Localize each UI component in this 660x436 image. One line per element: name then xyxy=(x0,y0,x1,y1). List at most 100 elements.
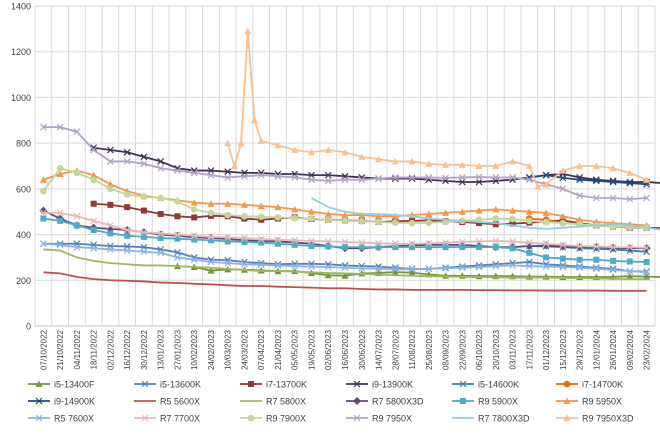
legend-label: i9-14900K xyxy=(54,397,95,407)
legend-item: R9 7900X xyxy=(240,414,306,424)
data-point xyxy=(107,202,113,208)
x-tick-label: 04/11/2022 xyxy=(73,329,82,369)
y-tick-label: 1000 xyxy=(11,93,31,103)
y-tick-label: 800 xyxy=(16,139,31,149)
legend-item: R9 7950X xyxy=(346,414,412,424)
data-point xyxy=(174,213,180,219)
data-point xyxy=(342,218,349,225)
x-tick-label: 01/12/2023 xyxy=(542,329,551,370)
x-tick-label: 02/06/2023 xyxy=(324,329,333,370)
data-point xyxy=(124,233,130,239)
legend-item: i7-14700K xyxy=(556,380,623,390)
x-tick-label: 17/11/2023 xyxy=(525,329,534,369)
x-tick-label: 09/02/2024 xyxy=(626,329,635,370)
x-tick-label: 11/08/2023 xyxy=(408,329,417,369)
x-tick-label: 19/05/2023 xyxy=(307,329,316,370)
legend-label: R5 7600X xyxy=(54,414,94,424)
legend-label: i5-13400F xyxy=(54,380,95,390)
data-point xyxy=(248,415,255,422)
series-r7-7800x3d xyxy=(311,198,660,230)
data-point xyxy=(560,220,567,227)
x-tick-label: 21/04/2023 xyxy=(274,329,283,370)
data-point xyxy=(124,204,130,210)
data-point xyxy=(409,220,416,227)
data-point xyxy=(543,219,550,226)
x-tick-label: 07/04/2023 xyxy=(257,329,266,370)
legend-label: R9 7950X xyxy=(372,414,412,424)
legend-label: R7 5800X xyxy=(266,397,306,407)
legend-item: R7 7700X xyxy=(134,414,200,424)
data-point xyxy=(577,257,583,263)
data-point xyxy=(291,215,298,222)
data-point xyxy=(241,213,248,220)
x-tick-label: 30/12/2022 xyxy=(140,329,149,370)
x-tick-label: 27/01/2023 xyxy=(173,329,182,370)
y-tick-label: 0 xyxy=(26,322,31,332)
data-point xyxy=(627,259,633,265)
data-point xyxy=(57,218,63,224)
data-point xyxy=(593,257,599,263)
x-tick-label: 24/02/2023 xyxy=(207,329,216,370)
legend-label: i7-14700K xyxy=(582,380,623,390)
legend-item: R9 7950X3D xyxy=(556,414,634,424)
x-tick-label: 18/11/2022 xyxy=(90,329,99,369)
data-point xyxy=(107,230,113,236)
x-tick-label: 25/08/2023 xyxy=(425,329,434,370)
series-r9-7950x xyxy=(40,124,649,202)
legend-item: i5-13600K xyxy=(134,380,201,390)
data-point xyxy=(251,117,258,124)
x-tick-label: 15/12/2023 xyxy=(559,329,568,370)
x-tick-label: 10/02/2023 xyxy=(190,329,199,370)
data-point xyxy=(493,215,500,222)
data-point xyxy=(509,216,516,223)
data-point xyxy=(208,210,215,217)
data-point xyxy=(460,398,466,404)
x-tick-label: 14/07/2023 xyxy=(375,329,384,370)
legend-item: R9 5950X xyxy=(556,397,622,407)
data-point xyxy=(40,188,47,195)
data-point xyxy=(231,163,238,170)
x-tick-label: 03/11/2023 xyxy=(509,329,518,369)
data-point xyxy=(157,195,164,202)
legend-item: R7 7800X3D xyxy=(452,414,530,424)
legend-label: R9 5950X xyxy=(582,397,622,407)
x-tick-label: 24/03/2023 xyxy=(240,329,249,370)
legend-item: i9-13900K xyxy=(346,380,413,390)
x-tick-label: 10/03/2023 xyxy=(224,329,233,370)
legend-label: i7-13700K xyxy=(266,380,307,390)
data-point xyxy=(610,258,616,264)
legend-label: i5-13600K xyxy=(160,380,201,390)
data-point xyxy=(526,218,533,225)
legend-label: R9 7950X3D xyxy=(582,414,634,424)
legend-item: R5 5600X xyxy=(134,397,200,407)
data-point xyxy=(191,214,197,220)
data-point xyxy=(141,208,147,214)
data-point xyxy=(459,244,465,250)
data-point xyxy=(124,191,131,198)
data-point xyxy=(526,250,532,256)
x-tick-label: 22/09/2023 xyxy=(458,329,467,370)
x-tick-label: 23/02/2024 xyxy=(643,329,652,370)
data-point xyxy=(510,245,516,251)
data-point xyxy=(74,222,80,228)
data-point xyxy=(375,219,382,226)
x-tick-label: 12/01/2024 xyxy=(592,329,601,370)
series-lines xyxy=(39,28,660,291)
data-point xyxy=(476,244,482,250)
data-point xyxy=(141,194,148,201)
legend-item: R7 5800X3D xyxy=(346,397,424,407)
legend-label: R7 7800X3D xyxy=(478,414,530,424)
x-tick-label: 26/01/2024 xyxy=(609,329,618,370)
y-tick-label: 400 xyxy=(16,230,31,240)
legend-label: i9-13900K xyxy=(372,380,413,390)
x-tick-label: 21/10/2022 xyxy=(56,329,65,370)
x-tick-label: 13/01/2023 xyxy=(157,329,166,370)
series-line xyxy=(311,198,660,230)
data-point xyxy=(158,211,164,217)
x-tick-label: 16/06/2023 xyxy=(341,329,350,370)
y-tick-label: 200 xyxy=(16,276,31,286)
x-tick-label: 20/10/2023 xyxy=(492,329,501,370)
